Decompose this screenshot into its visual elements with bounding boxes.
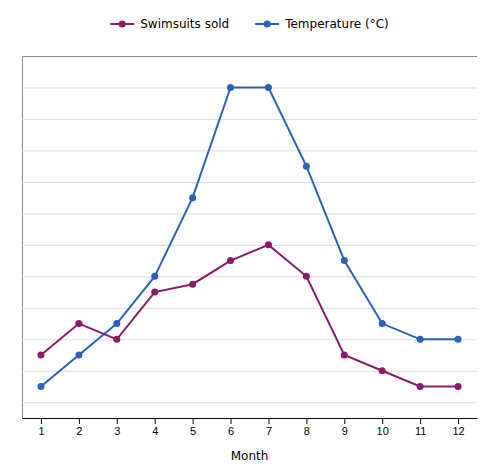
data-point — [417, 336, 424, 343]
x-axis-title: Month — [231, 449, 269, 463]
grid-line — [22, 371, 477, 372]
chart: 123456789101112MonthSwimsuits soldTemper… — [0, 0, 499, 474]
x-tick-label: 4 — [152, 425, 158, 437]
grid-line — [22, 119, 477, 120]
legend-swatch — [119, 21, 126, 28]
grid-line — [22, 276, 477, 277]
y-axis-line — [23, 57, 478, 419]
x-tick: 2 — [76, 418, 82, 437]
data-point — [189, 194, 196, 201]
data-point — [151, 273, 158, 280]
y-tick — [22, 119, 477, 120]
tick-mark — [117, 418, 118, 424]
x-tick-label: 11 — [415, 425, 426, 437]
tick-mark — [41, 418, 42, 424]
data-point — [227, 84, 234, 91]
legend-swatch — [264, 21, 271, 28]
tick-mark — [193, 418, 194, 424]
data-point — [341, 352, 348, 359]
tick-mark — [344, 418, 345, 424]
grid-line — [22, 402, 477, 403]
series-line — [41, 87, 458, 386]
legend-label: Temperature (°C) — [284, 17, 389, 31]
series-group — [37, 84, 461, 390]
data-point — [303, 163, 310, 170]
x-tick-label: 3 — [114, 425, 120, 437]
grid-line — [22, 308, 477, 309]
tick-mark — [458, 418, 459, 424]
legend: Swimsuits sold Temperature (°C) — [110, 17, 389, 31]
x-tick: 11 — [415, 418, 426, 437]
grid-line — [22, 213, 477, 214]
data-point — [455, 336, 462, 343]
x-axis: 123456789101112 — [23, 418, 478, 437]
tick-mark — [382, 418, 383, 424]
tick-mark — [231, 418, 232, 424]
data-point — [379, 367, 386, 374]
x-tick-label: 8 — [304, 425, 310, 437]
data-point — [113, 336, 120, 343]
x-tick-label: 9 — [342, 425, 348, 437]
x-tick: 3 — [114, 418, 120, 437]
data-point — [37, 352, 44, 359]
x-tick: 6 — [228, 418, 234, 437]
data-point — [75, 352, 82, 359]
x-tick-label: 7 — [266, 425, 272, 437]
x-tick-label: 10 — [377, 425, 389, 437]
y-tick — [22, 339, 477, 340]
x-tick: 9 — [342, 418, 348, 437]
grid-line — [22, 339, 477, 340]
x-tick: 5 — [190, 418, 196, 437]
x-tick: 10 — [377, 418, 389, 437]
tick-mark — [79, 418, 80, 424]
x-tick: 8 — [304, 418, 310, 437]
series — [37, 241, 461, 390]
plot-area: 123456789101112 — [22, 57, 478, 437]
legend-item: Temperature (°C) — [255, 17, 389, 31]
x-axis-line — [23, 418, 478, 419]
grid-line — [22, 150, 477, 151]
tick-mark — [155, 418, 156, 424]
x-tick: 12 — [452, 418, 464, 437]
data-point — [417, 383, 424, 390]
x-tick: 7 — [266, 418, 272, 437]
y-tick — [22, 245, 477, 246]
data-point — [379, 320, 386, 327]
x-tick-label: 12 — [452, 425, 464, 437]
data-point — [341, 257, 348, 264]
x-tick: 1 — [38, 418, 44, 437]
data-point — [455, 383, 462, 390]
x-tick-label: 2 — [76, 425, 82, 437]
y-tick — [22, 308, 477, 309]
data-point — [265, 84, 272, 91]
data-point — [75, 320, 82, 327]
y-axis — [22, 57, 477, 419]
legend-item: Swimsuits sold — [110, 17, 229, 31]
tick-mark — [420, 418, 421, 424]
series-line — [41, 245, 458, 387]
legend-label: Swimsuits sold — [140, 17, 229, 31]
y-tick — [22, 402, 477, 403]
series — [37, 84, 461, 390]
y-tick — [22, 213, 477, 214]
data-point — [113, 320, 120, 327]
x-tick-label: 1 — [38, 425, 44, 437]
x-tick: 4 — [152, 418, 158, 437]
data-point — [265, 241, 272, 248]
data-point — [189, 281, 196, 288]
y-tick — [22, 150, 477, 151]
data-point — [227, 257, 234, 264]
data-point — [303, 273, 310, 280]
data-point — [37, 383, 44, 390]
x-tick-label: 5 — [190, 425, 196, 437]
tick-mark — [306, 418, 307, 424]
grid-line — [22, 182, 477, 183]
tick-mark — [268, 418, 269, 424]
x-tick-label: 6 — [228, 425, 234, 437]
y-tick — [22, 371, 477, 372]
y-tick — [22, 182, 477, 183]
y-tick — [22, 276, 477, 277]
data-point — [151, 289, 158, 296]
grid-line — [22, 245, 477, 246]
